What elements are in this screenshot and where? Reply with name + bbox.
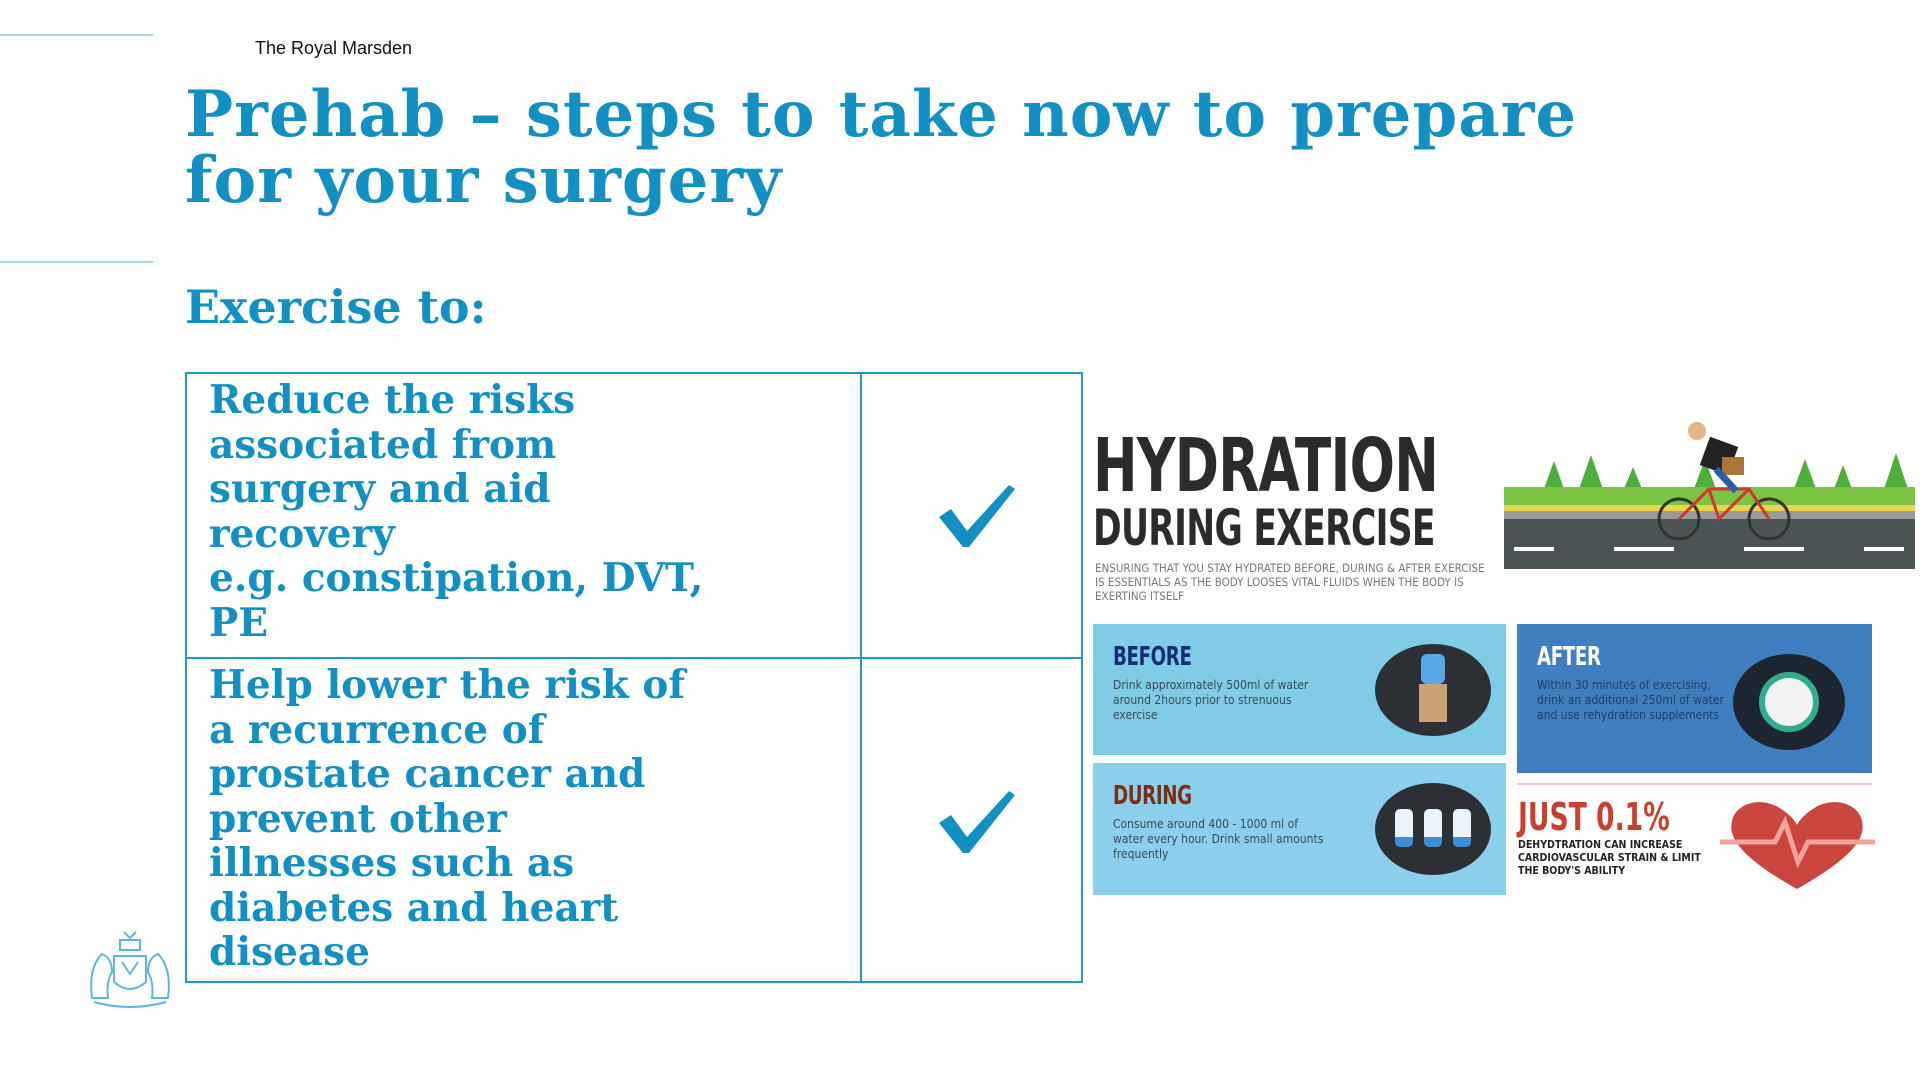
title-line-2: for your surgery <box>185 143 783 218</box>
row-divider <box>187 657 1081 659</box>
water-cooler-icon <box>1375 644 1491 736</box>
infographic-intro: Ensuring that you stay hydrated before, … <box>1095 561 1485 603</box>
top-divider <box>0 34 153 36</box>
checkmark-icon <box>939 791 1015 853</box>
after-heading: AFTER <box>1537 642 1601 672</box>
benefit-text: Reduce the risks associated from surgery… <box>209 377 704 646</box>
organization-name: The Royal Marsden <box>255 38 413 58</box>
coat-of-arms-logo <box>90 931 170 1008</box>
alarm-clock-icon <box>1733 654 1845 750</box>
during-text: Consume around 400 - 1000 ml of water ev… <box>1113 817 1324 861</box>
column-divider <box>860 374 862 981</box>
table-row: Reduce the risks associated from surgery… <box>187 374 1081 657</box>
cyclist-illustration <box>1504 422 1915 569</box>
after-card: AFTER Within 30 minutes of exercising, d… <box>1517 624 1872 773</box>
benefit-text: Help lower the risk of a recurrence of p… <box>209 662 686 975</box>
during-heading: DURING <box>1113 781 1192 811</box>
stat-heading: JUST 0.1% <box>1518 795 1670 839</box>
heart-icon <box>1720 802 1875 889</box>
hydration-infographic: HYDRATION DURING EXERCISE Ensuring that … <box>1093 419 1915 899</box>
checkmark-icon <box>939 485 1015 547</box>
exercise-benefits-table: Reduce the risks associated from surgery… <box>185 372 1083 983</box>
water-bottles-icon <box>1375 783 1491 875</box>
page-title: Prehab – steps to take now to prepare fo… <box>185 82 1577 214</box>
before-card: BEFORE Drink approximately 500ml of wate… <box>1093 624 1506 755</box>
title-line-1: Prehab – steps to take now to prepare <box>185 77 1578 152</box>
before-heading: BEFORE <box>1113 642 1192 672</box>
before-text: Drink approximately 500ml of water aroun… <box>1113 678 1309 722</box>
infographic-title: HYDRATION <box>1093 423 1439 509</box>
table-row: Help lower the risk of a recurrence of p… <box>187 659 1081 981</box>
section-heading: Exercise to: <box>185 280 487 334</box>
after-text: Within 30 minutes of exercising, drink a… <box>1537 678 1724 722</box>
infographic-subtitle: DURING EXERCISE <box>1093 499 1435 557</box>
title-divider <box>0 261 153 263</box>
during-card: DURING Consume around 400 - 1000 ml of w… <box>1093 763 1506 895</box>
stat-text: DEHYDTRATION CAN INCREASE CARDIOVASCULAR… <box>1518 839 1701 877</box>
stat-divider <box>1517 783 1872 785</box>
